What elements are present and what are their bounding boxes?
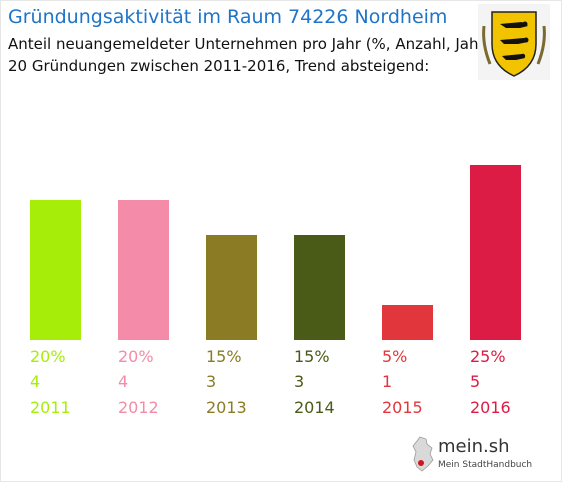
bar-2015: [382, 305, 433, 340]
count-label-2014: 3: [294, 372, 304, 391]
bar-2011: [30, 200, 81, 340]
year-label-2013: 2013: [206, 398, 247, 417]
germany-map-icon: [412, 436, 434, 472]
percent-label-2011: 20%: [30, 347, 66, 366]
year-label-2014: 2014: [294, 398, 335, 417]
percent-label-2014: 15%: [294, 347, 330, 366]
bar-2012: [118, 200, 169, 340]
count-label-2015: 1: [382, 372, 392, 391]
count-label-2011: 4: [30, 372, 40, 391]
percent-label-2013: 15%: [206, 347, 242, 366]
mein-sh-logo: mein.sh Mein StadtHandbuch: [412, 434, 532, 476]
count-label-2012: 4: [118, 372, 128, 391]
bar-2013: [206, 235, 257, 340]
percent-label-2015: 5%: [382, 347, 407, 366]
count-label-2016: 5: [470, 372, 480, 391]
count-label-2013: 3: [206, 372, 216, 391]
logo-name: mein.sh: [438, 436, 510, 457]
chart-title: Gründungsaktivität im Raum 74226 Nordhei…: [8, 6, 448, 28]
logo-tagline: Mein StadtHandbuch: [438, 460, 533, 470]
coat-of-arms-icon: [478, 4, 550, 80]
bar-2016: [470, 165, 521, 340]
year-label-2011: 2011: [30, 398, 71, 417]
chart-subtitle-line-2: 20 Gründungen zwischen 2011-2016, Trend …: [8, 57, 430, 75]
percent-label-2012: 20%: [118, 347, 154, 366]
year-label-2015: 2015: [382, 398, 423, 417]
bar-2014: [294, 235, 345, 340]
year-label-2016: 2016: [470, 398, 511, 417]
chart-subtitle-line-1: Anteil neuangemeldeter Unternehmen pro J…: [8, 35, 491, 53]
percent-label-2016: 25%: [470, 347, 506, 366]
year-label-2012: 2012: [118, 398, 159, 417]
